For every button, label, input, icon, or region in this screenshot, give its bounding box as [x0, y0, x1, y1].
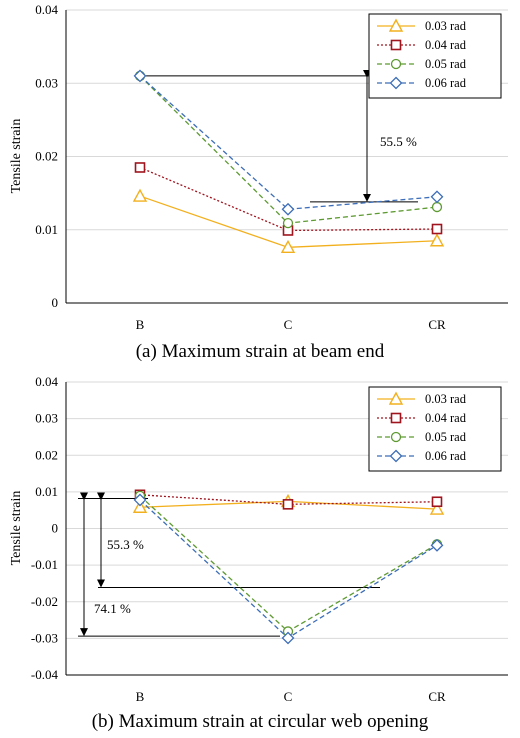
data-point-marker [134, 162, 146, 173]
data-point-marker [281, 631, 295, 645]
legend-label-2: 0.05 rad [425, 57, 467, 71]
legend-marker-1 [390, 412, 402, 424]
legend: 0.03 rad 0.04 rad 0.05 rad 0.06 rad [368, 13, 502, 99]
legend-marker-0 [388, 391, 404, 405]
y-tick-label: 0.03 [35, 75, 58, 90]
data-point-marker [133, 69, 147, 83]
chart-panel-b: -0.04 -0.03 -0.02 -0.01 0 0.01 0.02 0.03 0.04 B C C… [9, 374, 508, 732]
data-point-marker [133, 493, 147, 507]
legend-label-3: 0.06 rad [425, 449, 467, 463]
legend-label-2: 0.05 rad [425, 430, 467, 444]
y-tick-label: 0.01 [35, 484, 58, 499]
data-point-marker [132, 188, 148, 202]
series-line-2 [139, 495, 438, 633]
x-tick-label: CR [428, 317, 446, 332]
data-point-marker [132, 499, 148, 513]
x-tick-label: B [136, 689, 145, 704]
chart-panel-a: 0 0.01 0.02 0.03 0.04 B C CR Tensile strain (a) M… [9, 2, 508, 362]
legend: 0.03 rad 0.04 rad 0.05 rad 0.06 rad [368, 386, 502, 472]
series-line-3 [139, 75, 438, 210]
y-tick-label: 0.03 [35, 411, 58, 426]
y-tick-label: 0.02 [35, 447, 58, 462]
figure-caption: (b) Maximum strain at circular web openi… [92, 711, 429, 732]
x-tick-label: C [284, 317, 293, 332]
data-point-marker [282, 218, 294, 229]
x-tick-label: C [284, 689, 293, 704]
annotation-label: 55.3 % [107, 537, 144, 552]
legend-label-1: 0.04 rad [425, 38, 467, 52]
figure-caption: (a) Maximum strain at beam end [136, 341, 385, 362]
data-point-marker [282, 499, 294, 510]
data-point-marker [281, 202, 295, 216]
y-tick-label: 0.04 [35, 374, 58, 389]
y-tick-label: 0 [52, 295, 59, 310]
data-point-marker [280, 239, 296, 254]
y-tick-label: -0.02 [31, 594, 58, 609]
legend-marker-1 [390, 39, 402, 51]
y-tick-label: 0.04 [35, 2, 58, 17]
series-line-3 [139, 499, 438, 639]
y-tick-label: 0.01 [35, 222, 58, 237]
legend-marker-3 [389, 76, 403, 90]
annotation-label: 55.5 % [380, 134, 417, 149]
x-tick-label: B [136, 317, 145, 332]
data-point-marker [429, 501, 445, 515]
annotation-label: 74.1 % [94, 601, 131, 616]
data-point-marker [431, 201, 443, 213]
y-tick-label: 0.02 [35, 149, 58, 164]
legend-marker-2 [390, 58, 402, 70]
legend-marker-2 [390, 431, 402, 443]
y-axis-label: Tensile strain [9, 491, 24, 566]
data-point-marker [431, 223, 443, 235]
legend-marker-3 [389, 449, 403, 463]
legend-label-0: 0.03 rad [425, 392, 467, 406]
data-point-marker [430, 190, 444, 204]
legend-label-0: 0.03 rad [425, 19, 467, 33]
data-point-marker [429, 233, 445, 247]
legend-label-3: 0.06 rad [425, 76, 467, 90]
y-tick-label: 0 [52, 521, 59, 536]
x-tick-label: CR [428, 689, 446, 704]
y-tick-label: -0.03 [31, 630, 58, 645]
legend-label-1: 0.04 rad [425, 411, 467, 425]
data-point-marker [430, 538, 444, 552]
legend-marker-0 [388, 18, 404, 32]
y-tick-label: -0.04 [31, 667, 59, 682]
y-tick-label: -0.01 [31, 557, 58, 572]
y-axis-label: Tensile strain [9, 119, 24, 194]
data-point-marker [431, 496, 443, 508]
